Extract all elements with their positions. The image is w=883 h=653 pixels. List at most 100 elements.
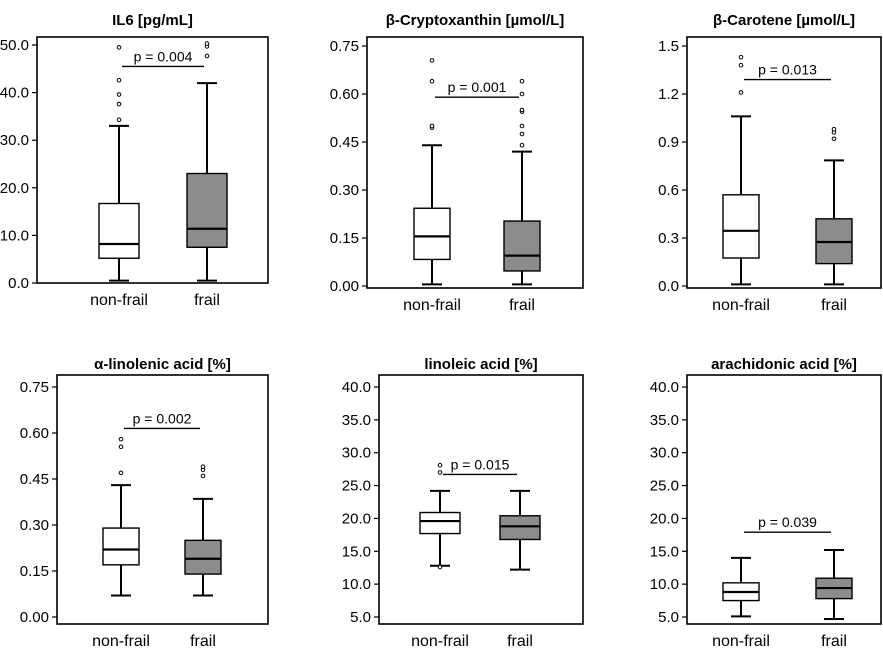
chart-panel-5: linoleic acid [%] 5.0 10.0 15.0 20.0 25.0 30.0… [342,356,584,650]
y-tick-label: 40.0 [342,379,371,396]
outlier-point [437,564,443,570]
x-category-label: frail [194,292,220,309]
box-non-frail [413,58,451,286]
box-non-frail [102,436,140,597]
y-tick-label: 35.0 [650,412,679,429]
p-value-label: p = 0.002 [133,410,192,426]
outlier-point [116,92,122,97]
box-non-frail [98,45,140,282]
y-tick-label: 0.0 [658,278,679,295]
y-tick-label: 1.5 [658,38,679,55]
y-tick-label: 10.0 [342,576,371,593]
y-tick-label: 35.0 [342,412,371,429]
x-category-label: frail [507,633,533,650]
x-category-label: non-frail [403,297,461,314]
y-tick-label: 0.75 [330,38,359,55]
plot-frame [686,374,882,625]
outlier-point [116,45,122,50]
iqr-box [499,515,541,541]
plot-frame [378,374,584,625]
x-category-label: frail [821,297,847,314]
y-tick-label: 0.75 [20,379,49,396]
y-tick-label: 0.45 [330,134,359,151]
box-frail [184,464,222,597]
x-category-label: non-frail [411,633,469,650]
y-tick-label: 10.0 [0,227,29,244]
y-tick-label: 1.2 [658,86,679,103]
box-frail [503,78,541,286]
outlier-point [116,101,122,107]
p-value-label: p = 0.039 [758,514,817,530]
outlier-point [118,436,124,442]
y-tick-label: 20.0 [0,180,29,197]
y-tick-label: 15.0 [342,543,371,560]
outlier-point [204,41,210,46]
y-tick-label: 0.00 [20,609,49,626]
y-tick-label: 30.0 [0,132,29,149]
plot-frame [36,36,269,284]
outlier-point [519,107,525,113]
outlier-point [118,470,124,476]
x-category-label: non-frail [712,297,770,314]
y-tick-label: 5.0 [658,609,679,626]
outlier-point [437,470,443,475]
outlier-point [519,131,525,137]
box-non-frail [722,54,760,286]
outlier-point [519,123,525,129]
x-category-label: non-frail [712,633,770,650]
y-tick-label: 30.0 [342,445,371,462]
y-tick-label: 0.15 [330,230,359,247]
p-value-label: p = 0.013 [758,62,817,78]
y-tick-label: 25.0 [650,478,679,495]
iqr-box [503,220,541,272]
p-value-label: p = 0.001 [448,79,507,95]
iqr-box [98,202,140,259]
plot-frame [366,36,584,289]
outlier-point [204,53,210,59]
chart-title: IL6 [pg/mL] [112,12,193,29]
y-tick-label: 0.60 [330,86,359,103]
box-frail [815,548,853,620]
box-frail [499,489,541,571]
box-non-frail [722,556,760,618]
y-tick-label: 20.0 [650,510,679,527]
y-tick-label: 20.0 [342,510,371,527]
outlier-point [200,464,206,470]
y-tick-label: 0.30 [330,182,359,199]
iqr-box [102,527,140,566]
y-tick-label: 0.00 [330,278,359,295]
chart-panel-4: α-linolenic acid [%] 0.00 0.15 0.30 0.45 0.60… [20,356,269,650]
outlier-point [429,123,435,129]
plot-frame [686,36,882,289]
iqr-box [413,207,451,261]
p-value-label: p = 0.015 [451,456,510,472]
box-frail [186,41,228,282]
iqr-box [184,539,222,575]
outlier-point [429,78,435,84]
y-tick-label: 30.0 [650,445,679,462]
y-tick-label: 0.0 [8,275,29,292]
chart-title: α-linolenic acid [%] [94,356,231,373]
outlier-point [519,78,525,84]
chart-title: linoleic acid [%] [424,356,537,373]
p-value-label: p = 0.004 [134,48,193,64]
x-category-label: frail [190,633,216,650]
box-non-frail [419,462,461,570]
outlier-point [429,58,435,63]
y-tick-label: 0.6 [658,182,679,199]
y-tick-label: 10.0 [650,576,679,593]
y-tick-label: 15.0 [650,543,679,560]
outlier-point [738,90,744,95]
box-frail [815,126,853,286]
outlier-point [519,91,525,97]
outlier-point [831,136,837,142]
chart-panel-2: β-Cryptoxanthin [µmol/L] 0.00 0.15 0.30 0.45… [330,12,584,314]
y-tick-label: 25.0 [342,478,371,495]
iqr-box [186,172,228,249]
iqr-box [722,194,760,259]
outlier-point [118,444,124,450]
outlier-point [116,117,122,123]
y-tick-label: 0.9 [658,134,679,151]
y-tick-label: 0.15 [20,563,49,580]
